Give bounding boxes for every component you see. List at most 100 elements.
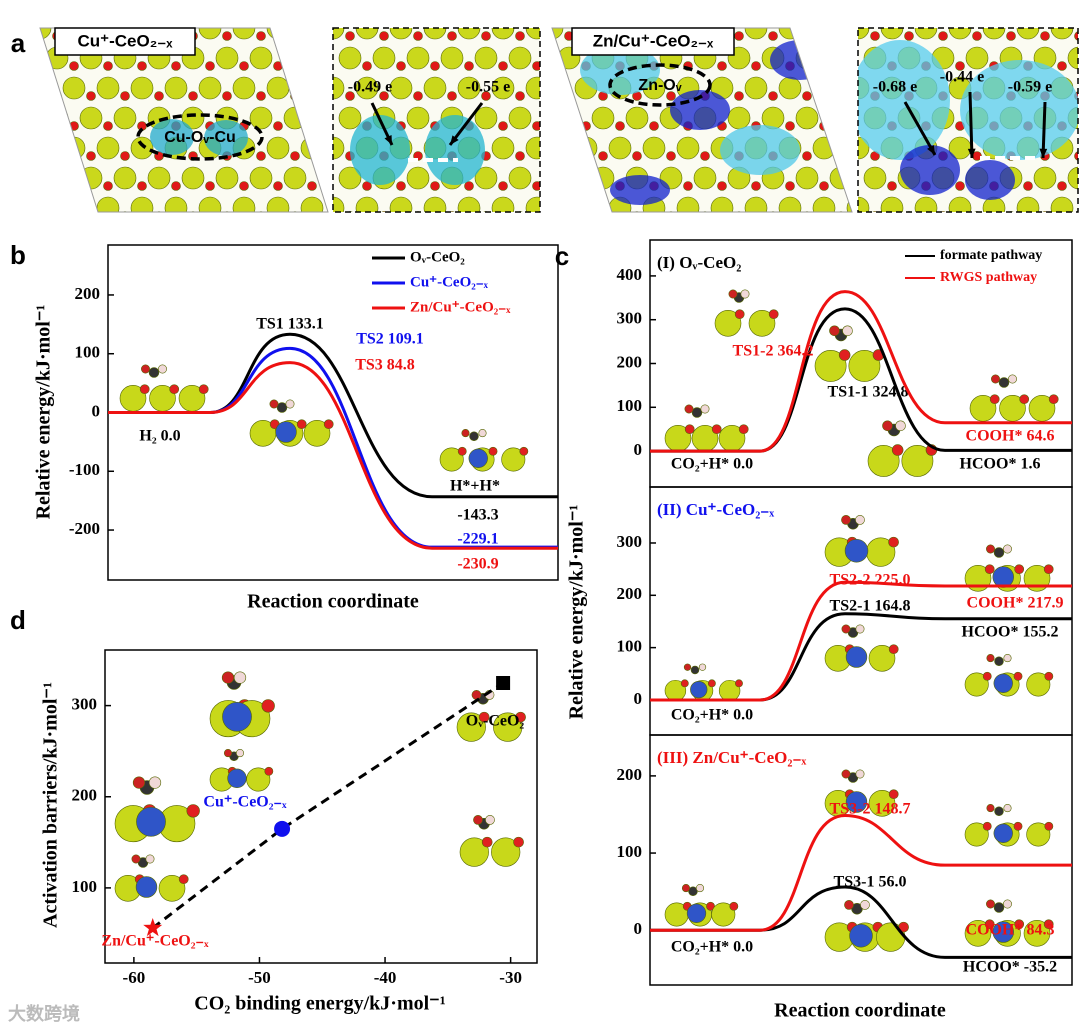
structure-inset	[814, 325, 885, 382]
atom	[642, 136, 666, 160]
atom	[868, 789, 896, 817]
structure-inset	[459, 815, 524, 867]
atom	[993, 673, 1013, 693]
atom	[914, 28, 938, 40]
atom	[717, 181, 727, 191]
atom	[982, 821, 992, 831]
atom	[1067, 166, 1078, 190]
site-marker	[608, 63, 712, 107]
legend-label: Cu⁺-CeO₂₋ₓ	[410, 274, 489, 290]
arrow-head	[967, 148, 976, 158]
atom	[844, 538, 869, 563]
atom	[768, 91, 778, 101]
atom	[186, 804, 200, 818]
atom	[986, 544, 995, 554]
atom	[338, 166, 362, 190]
atom	[666, 151, 676, 161]
atom	[982, 671, 992, 681]
atom	[372, 46, 396, 70]
x-tick-label: -40	[374, 968, 397, 987]
y-tick-label: -100	[69, 460, 100, 479]
atom	[1008, 374, 1017, 384]
structure-title: Zn/Cu⁺-CeO₂₋ₓ	[593, 31, 714, 50]
atom	[355, 196, 379, 212]
energy-profile	[650, 885, 1072, 959]
atom	[79, 106, 103, 130]
arrow-head	[450, 135, 459, 145]
atom	[222, 701, 252, 732]
x-tick-label: -60	[123, 968, 146, 987]
atom	[307, 181, 317, 191]
structure-inset	[824, 769, 899, 817]
value-label: CO₂+H* 0.0	[671, 939, 753, 956]
atom	[849, 923, 873, 948]
arrow-head	[384, 135, 392, 145]
atom	[447, 31, 457, 41]
x-tick-label: -50	[248, 968, 271, 987]
y-tick-label: -200	[69, 519, 100, 538]
panel-label: a	[11, 28, 26, 58]
atom	[986, 899, 995, 909]
atom	[515, 151, 525, 161]
energy-profile	[650, 813, 1072, 932]
atom	[273, 121, 283, 131]
legend-label: Zn/Cu⁺-CeO₂₋ₓ	[410, 299, 511, 315]
atom	[141, 364, 150, 374]
atom	[972, 31, 982, 41]
structure-inset	[824, 515, 899, 567]
structure-inset	[209, 749, 274, 792]
value-label: TS1-2 364.2	[733, 343, 814, 360]
atom	[984, 564, 995, 575]
atom	[103, 181, 113, 191]
value-label: -230.9	[457, 556, 498, 573]
atom	[457, 76, 481, 100]
y-tick-label: 100	[75, 343, 101, 362]
legend-label: RWGS pathway	[940, 270, 1037, 285]
atom	[508, 166, 532, 190]
atom	[86, 151, 96, 161]
panel-label: d	[10, 605, 26, 635]
structure-inset	[664, 663, 743, 702]
panel-label: b	[10, 240, 26, 270]
atom	[355, 28, 379, 40]
lattice	[333, 28, 540, 212]
structure-inset	[114, 776, 200, 843]
y-tick-label: 200	[617, 765, 643, 784]
charge-density	[900, 145, 960, 195]
y-tick-label: 200	[75, 284, 101, 303]
atom	[515, 711, 526, 723]
title-box	[54, 27, 196, 56]
atom	[519, 446, 529, 456]
atom	[858, 196, 870, 212]
atom	[285, 399, 295, 409]
atom	[838, 349, 851, 361]
value-label: HCOO* -35.2	[963, 959, 1057, 976]
atom	[964, 672, 989, 697]
atom	[525, 196, 540, 212]
plot-frame	[649, 734, 1073, 986]
arrow	[903, 101, 937, 156]
atom	[1023, 181, 1033, 191]
atom	[955, 61, 965, 71]
atom	[738, 424, 749, 435]
atom	[1003, 899, 1012, 909]
atom	[355, 76, 379, 100]
atom	[256, 151, 266, 161]
atom	[264, 766, 274, 776]
charge-density	[858, 40, 950, 160]
annotation: H*+H*	[450, 478, 500, 495]
atom	[740, 289, 750, 299]
atom	[729, 901, 739, 911]
atom	[86, 91, 96, 101]
x-axis-label: Reaction coordinate	[774, 1000, 946, 1022]
atom	[154, 91, 164, 101]
atom	[684, 424, 695, 435]
section-title: (III) Zn/Cu⁺-CeO₂₋ₓ	[657, 748, 806, 767]
atom	[246, 767, 271, 792]
atom	[406, 46, 430, 70]
atom	[457, 28, 481, 40]
atom	[994, 656, 1004, 666]
atom	[993, 823, 1013, 843]
atom	[389, 196, 413, 212]
